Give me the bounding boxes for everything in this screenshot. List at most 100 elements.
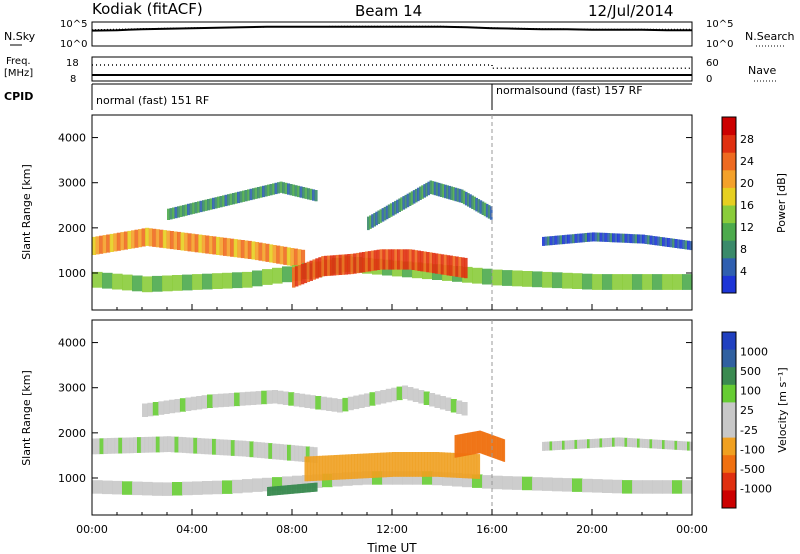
heatmap-cell [242, 271, 253, 288]
heatmap-cell [262, 269, 273, 285]
heatmap-cell [174, 399, 181, 413]
heatmap-cell [257, 187, 261, 199]
colorbar-tick-label: -100 [740, 443, 765, 456]
heatmap-cell [404, 194, 408, 209]
velocity-xticks: 00:00 04:00 08:00 12:00 16:00 20:00 00:00 [76, 509, 708, 536]
heatmap-cell [409, 452, 413, 477]
heatmap-cell [113, 233, 118, 252]
heatmap-cell [456, 400, 463, 414]
heatmap-cell [106, 234, 111, 253]
heatmap-cell [282, 485, 284, 495]
heatmap-cell [359, 453, 364, 479]
heatmap-cell [582, 233, 586, 243]
heatmap-cell [283, 246, 288, 265]
heatmap-cell [472, 474, 483, 488]
heatmap-cell [644, 235, 648, 244]
heatmap-cell [564, 440, 568, 450]
heatmap-cell [292, 267, 296, 288]
heatmap-cell [492, 475, 503, 490]
xtick-label: 00:00 [676, 523, 708, 536]
heatmap-cell [309, 483, 311, 493]
colorbar-swatch [722, 420, 736, 439]
heatmap-cell [282, 485, 285, 495]
heatmap-cell [400, 452, 405, 477]
heatmap-cell [229, 193, 233, 205]
heatmap-cell [272, 486, 275, 496]
heatmap-cell [493, 435, 496, 459]
heatmap-cell [272, 477, 283, 491]
cpid-label: CPID [4, 90, 33, 103]
heatmap-cell [286, 247, 291, 266]
heatmap-cell [609, 437, 613, 447]
heatmap-cell [293, 484, 296, 494]
heatmap-cell [649, 439, 653, 449]
colorbar-tick-label: 1000 [740, 346, 768, 359]
heatmap-cell [582, 478, 593, 493]
ytick-label: 4000 [58, 337, 86, 350]
heatmap-cell [567, 440, 571, 450]
heatmap-cell [294, 445, 299, 462]
heatmap-cell [137, 437, 142, 453]
heatmap-cell [592, 479, 603, 493]
heatmap-cell [269, 184, 273, 196]
heatmap-cell [169, 231, 174, 250]
heatmap-cell [155, 229, 160, 248]
heatmap-cell [662, 237, 666, 247]
heatmap-cell [589, 439, 593, 448]
colorbar-tick-label: -25 [740, 424, 758, 437]
colorbar-tick-label: 28 [740, 133, 754, 146]
heatmap-cell [283, 485, 286, 495]
heatmap-cell [432, 452, 437, 477]
xtick-label: 08:00 [276, 523, 308, 536]
freq-ytick-bottom: 8 [70, 74, 76, 85]
heatmap-cell [444, 452, 448, 478]
colorbar-tick-label: -1000 [740, 482, 772, 495]
heatmap-cell [397, 452, 402, 477]
heatmap-cell [604, 438, 608, 448]
heatmap-cell [127, 230, 132, 249]
heatmap-cell [498, 437, 501, 461]
heatmap-cell [397, 249, 401, 270]
heatmap-cell [284, 182, 288, 195]
heatmap-cell [429, 452, 434, 477]
heatmap-cell [252, 478, 263, 492]
heatmap-cell [473, 454, 478, 479]
heatmap-cell [431, 181, 435, 195]
heatmap-cell [609, 233, 613, 243]
heatmap-cell [414, 250, 418, 271]
heatmap-cell [299, 393, 306, 408]
heatmap-cell [624, 437, 628, 447]
heatmap-cell [298, 484, 301, 494]
heatmap-cell [223, 393, 230, 407]
heatmap-cell [301, 483, 303, 493]
heatmap-cell [389, 203, 393, 217]
heatmap-cell [212, 438, 217, 455]
heatmap-cell [594, 232, 598, 242]
heatmap-cell [405, 249, 410, 270]
heatmap-cell [193, 437, 198, 454]
heatmap-cell [450, 186, 453, 200]
heatmap-cell [487, 205, 491, 219]
heatmap-cell [481, 431, 483, 454]
heatmap-cell [612, 233, 616, 243]
heatmap-cell [483, 202, 487, 217]
heatmap-cell [307, 483, 309, 493]
heatmap-cell [654, 439, 658, 449]
colorbar-swatch [722, 332, 736, 351]
heatmap-cell [247, 189, 251, 201]
colorbar-swatch [722, 152, 736, 171]
heatmap-cell [364, 251, 369, 272]
heatmap-cell [244, 391, 251, 406]
heatmap-cell [244, 190, 248, 202]
heatmap-cell [300, 484, 302, 493]
heatmap-cell [443, 254, 448, 275]
heatmap-cell [148, 436, 153, 453]
heatmap-cell [458, 257, 462, 278]
heatmap-cell [288, 392, 295, 406]
heatmap-cell [283, 444, 288, 461]
heatmap-cell [178, 436, 183, 453]
heatmap-cell [212, 394, 219, 408]
heatmap-cell [367, 251, 372, 272]
heatmap-cell [502, 476, 513, 490]
heatmap-cell [602, 232, 606, 242]
